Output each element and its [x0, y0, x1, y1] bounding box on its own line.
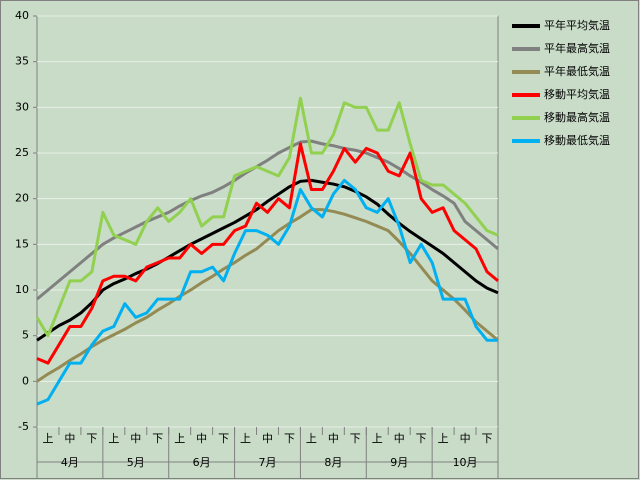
series-line [36, 139, 499, 301]
x-tick-label: 下 [416, 432, 427, 445]
y-tick-label: 30 [15, 100, 29, 113]
x-tick-label: 中 [328, 432, 339, 445]
x-tick-label: 上 [372, 432, 383, 445]
y-tick-label: -5 [18, 420, 29, 433]
legend-label: 移動最低気温 [544, 133, 610, 147]
x-tick-label: 上 [42, 432, 53, 445]
month-label: 8月 [324, 456, 342, 469]
series-line [36, 142, 499, 365]
series-line [36, 178, 498, 406]
x-tick-label: 中 [262, 432, 273, 445]
x-tick-label: 中 [394, 432, 405, 445]
series-line [35, 96, 499, 338]
y-tick-label: 0 [22, 374, 29, 387]
month-label: 7月 [259, 456, 277, 469]
x-tick-label: 下 [218, 432, 229, 445]
legend-label: 平年最低気温 [544, 64, 610, 78]
y-tick-label: 5 [22, 329, 29, 342]
legend-label: 移動平均気温 [544, 87, 610, 101]
month-label: 4月 [61, 456, 79, 469]
legend-label: 平年最高気温 [544, 41, 610, 55]
month-label: 10月 [453, 456, 478, 469]
x-tick-label: 中 [64, 432, 75, 445]
x-tick-label: 中 [130, 432, 141, 445]
x-tick-label: 下 [86, 432, 97, 445]
month-label: 9月 [390, 456, 408, 469]
x-tick-label: 上 [174, 432, 185, 445]
legend-label: 移動最高気温 [544, 110, 610, 124]
month-label: 5月 [127, 456, 145, 469]
x-tick-label: 下 [482, 432, 493, 445]
x-tick-label: 下 [152, 432, 163, 445]
x-tick-label: 上 [240, 432, 251, 445]
series-line [36, 178, 499, 342]
y-tick-label: 15 [15, 237, 29, 250]
x-tick-label: 上 [438, 432, 449, 445]
x-tick-label: 上 [306, 432, 317, 445]
month-label: 6月 [193, 456, 211, 469]
y-tick-label: 20 [15, 192, 29, 205]
y-tick-label: 25 [15, 146, 29, 159]
y-tick-label: 35 [15, 55, 29, 68]
series-line [36, 208, 499, 383]
x-tick-label: 中 [196, 432, 207, 445]
x-tick-label: 下 [284, 432, 295, 445]
x-tick-label: 中 [460, 432, 471, 445]
legend-label: 平年平均気温 [544, 18, 610, 32]
x-tick-label: 下 [350, 432, 361, 445]
plot-area [36, 15, 499, 428]
y-tick-label: 40 [15, 9, 29, 22]
x-tick-label: 上 [108, 432, 119, 445]
y-tick-label: 10 [15, 283, 29, 296]
